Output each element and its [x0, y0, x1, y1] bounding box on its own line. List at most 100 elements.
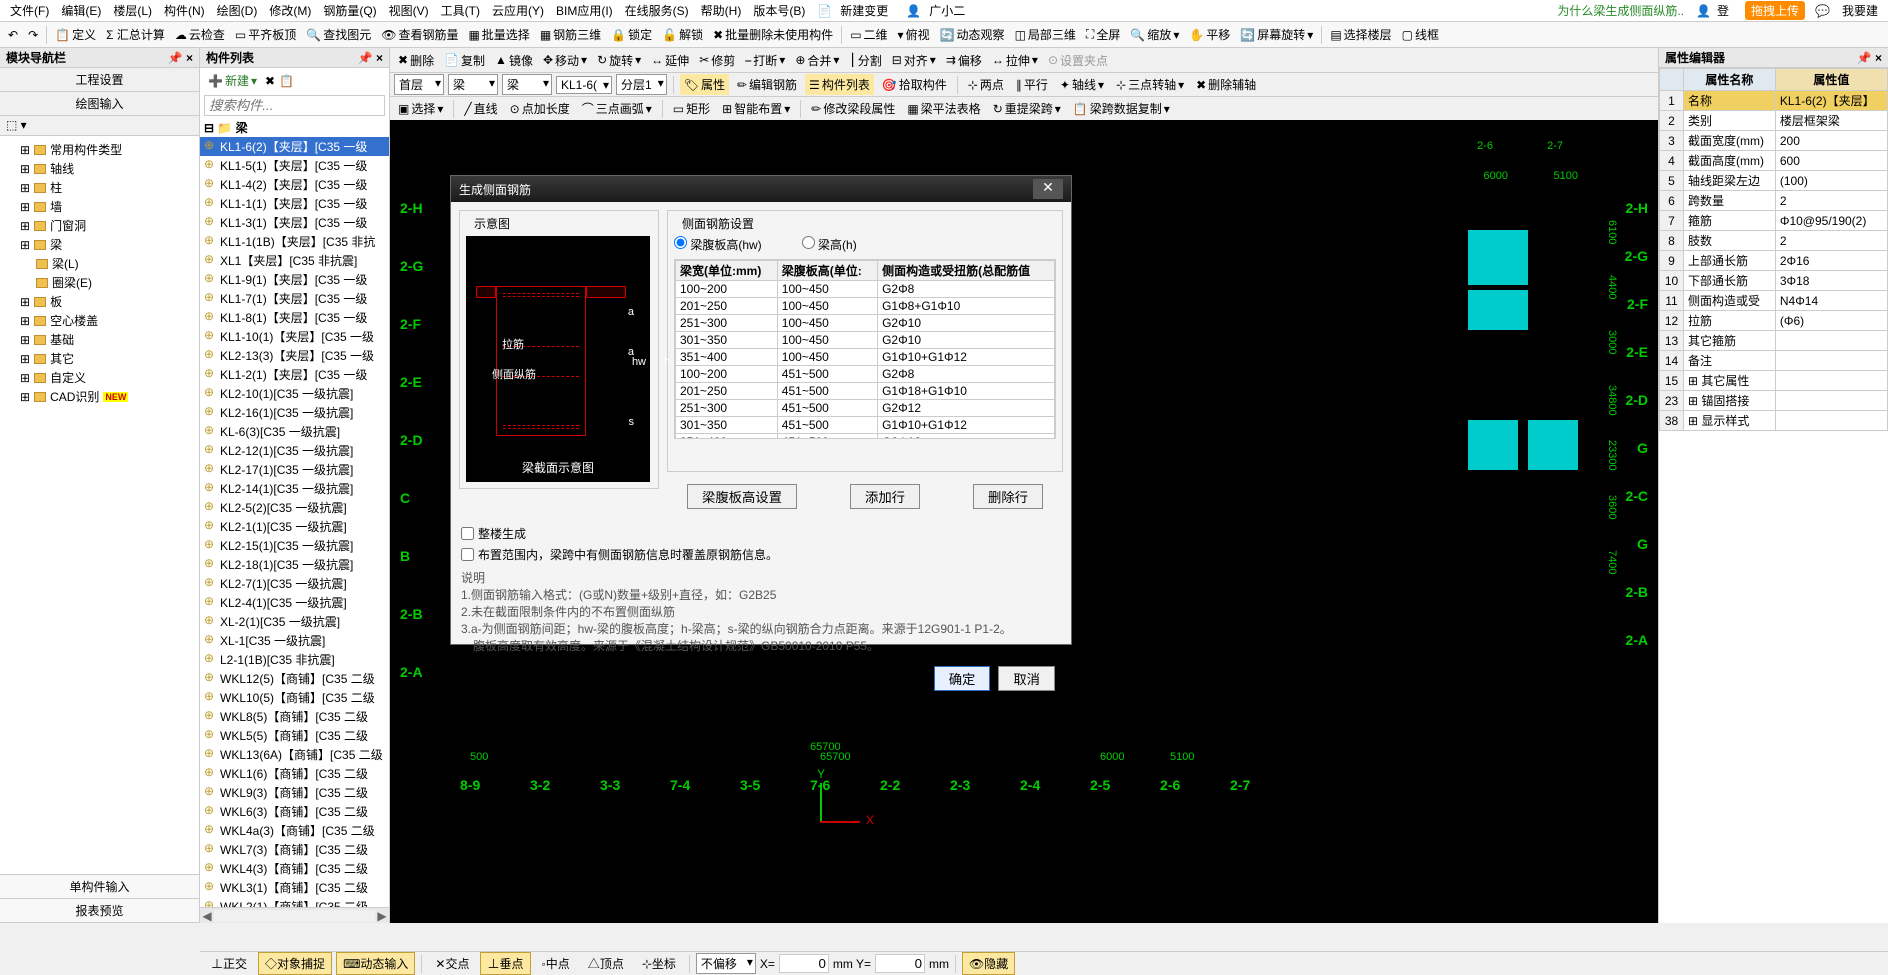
login-btn[interactable]: 👤登: [1690, 2, 1741, 19]
menu-bim[interactable]: BIM应用(I): [550, 2, 619, 19]
beam-item[interactable]: XL1【夹层】[C35 非抗震]: [200, 251, 389, 270]
beam-item[interactable]: KL1-9(1)【夹层】[C35 一级: [200, 270, 389, 289]
menu-rebar[interactable]: 钢筋量(Q): [317, 2, 382, 19]
nav-tab-draw[interactable]: 绘图输入: [0, 92, 199, 116]
prop-row[interactable]: 7箍筋Φ10@95/190(2): [1660, 211, 1888, 231]
beam-item[interactable]: XL-2(1)[C35 一级抗震]: [200, 612, 389, 631]
table-row[interactable]: 100~200100~450G2Φ8: [676, 281, 1055, 298]
dd-sub[interactable]: 梁: [502, 74, 552, 95]
beam-item[interactable]: KL1-5(1)【夹层】[C35 一级: [200, 156, 389, 175]
chk-overwrite[interactable]: [461, 548, 474, 561]
beam-item[interactable]: KL1-2(1)【夹层】[C35 一级: [200, 365, 389, 384]
tb-2d[interactable]: ▭二维: [846, 24, 891, 45]
beam-item[interactable]: L2-1(1B)[C35 非抗震]: [200, 650, 389, 669]
prop-row[interactable]: 8肢数2: [1660, 231, 1888, 251]
ct-delaux[interactable]: ✖删除辅轴: [1192, 74, 1260, 95]
tree-node[interactable]: ⊞ 板: [4, 292, 195, 311]
tb-topview[interactable]: ▾俯视: [894, 24, 934, 45]
web-height-btn[interactable]: 梁腹板高设置: [687, 484, 797, 509]
tb-batchsel[interactable]: ▦批量选择: [464, 24, 533, 45]
nav-tab-project[interactable]: 工程设置: [0, 68, 199, 92]
radio-h[interactable]: 梁高(h): [802, 236, 857, 253]
edit-extend[interactable]: ↔延伸: [647, 50, 693, 71]
menu-help[interactable]: 帮助(H): [695, 2, 748, 19]
cancel-button[interactable]: 取消: [998, 666, 1055, 691]
sb-hide[interactable]: 👁隐藏: [962, 952, 1015, 975]
prop-row[interactable]: 5轴线距梁左边(100): [1660, 171, 1888, 191]
beam-item[interactable]: WKL12(5)【商铺】[C35 二级: [200, 669, 389, 688]
beam-item[interactable]: WKL8(5)【商铺】[C35 二级: [200, 707, 389, 726]
sb-x-input[interactable]: [779, 954, 829, 973]
beam-item[interactable]: KL2-16(1)[C35 一级抗震]: [200, 403, 389, 422]
feedback-icon[interactable]: 💬: [1809, 4, 1836, 18]
upload-btn[interactable]: 拖拽上传: [1745, 1, 1805, 20]
tree-node[interactable]: 梁(L): [4, 254, 195, 273]
sb-coord[interactable]: ⊹坐标: [635, 952, 683, 975]
beam-item[interactable]: WKL4a(3)【商铺】[C35 二级: [200, 821, 389, 840]
dialog-titlebar[interactable]: 生成侧面钢筋 ✕: [451, 176, 1071, 202]
table-row[interactable]: 351~400451~500G2Φ12: [676, 434, 1055, 440]
beam-item[interactable]: KL2-17(1)[C35 一级抗震]: [200, 460, 389, 479]
menu-modify[interactable]: 修改(M): [263, 2, 317, 19]
sb-cross[interactable]: ✕交点: [428, 952, 476, 975]
beam-item[interactable]: WKL9(3)【商铺】[C35 二级: [200, 783, 389, 802]
menu-cloud[interactable]: 云应用(Y): [486, 2, 550, 19]
tb-cloudcheck[interactable]: ☁云检查: [171, 24, 229, 45]
beam-item[interactable]: KL2-18(1)[C35 一级抗震]: [200, 555, 389, 574]
table-row[interactable]: 100~200451~500G2Φ8: [676, 366, 1055, 383]
dt-editattr[interactable]: ✏修改梁段属性: [807, 98, 899, 119]
prop-row[interactable]: 38⊞ 显示样式: [1660, 411, 1888, 431]
tb-viewrebar[interactable]: 👁查看钢筋量: [377, 24, 462, 45]
edit-align[interactable]: ⊟对齐▾: [888, 50, 940, 71]
menu-floor[interactable]: 楼层(L): [107, 2, 158, 19]
beam-item[interactable]: WKL4(3)【商铺】[C35 二级: [200, 859, 389, 878]
tb-zoom[interactable]: 🔍缩放▾: [1126, 24, 1183, 45]
ct-axis[interactable]: ✦轴线▾: [1056, 74, 1108, 95]
dialog-close-btn[interactable]: ✕: [1033, 179, 1063, 199]
chk-whole[interactable]: [461, 527, 474, 540]
tb-sum[interactable]: Σ 汇总计算: [102, 24, 169, 45]
beam-item[interactable]: KL2-10(1)[C35 一级抗震]: [200, 384, 389, 403]
tab-report[interactable]: 报表预览: [0, 899, 199, 923]
ct-complist[interactable]: ☰构件列表: [805, 74, 874, 95]
rebar-table[interactable]: 梁宽(单位:mm)梁腹板高(单位:侧面构造或受扭筋(总配筋值 100~20010…: [675, 260, 1055, 439]
edit-trim[interactable]: ✂修剪: [695, 50, 739, 71]
tree-node[interactable]: ⊞ 自定义: [4, 368, 195, 387]
beam-item[interactable]: KL2-5(2)[C35 一级抗震]: [200, 498, 389, 517]
edit-break[interactable]: ⎯打断▾: [741, 50, 789, 71]
beam-item[interactable]: WKL5(5)【商铺】[C35 二级: [200, 726, 389, 745]
beam-item[interactable]: KL2-1(1)[C35 一级抗震]: [200, 517, 389, 536]
tb-rebar3d[interactable]: ▦钢筋三维: [536, 24, 605, 45]
menu-component[interactable]: 构件(N): [158, 2, 211, 19]
tb-local3d[interactable]: ◫局部三维: [1011, 24, 1080, 45]
hscroll[interactable]: ◀▶: [200, 907, 389, 923]
edit-offset[interactable]: ⇉偏移: [942, 50, 986, 71]
tb-pan[interactable]: ✋平移: [1185, 24, 1234, 45]
edit-mirror[interactable]: ▲镜像: [491, 50, 537, 71]
beam-item[interactable]: KL2-15(1)[C35 一级抗震]: [200, 536, 389, 555]
sb-snap[interactable]: ◇对象捕捉: [258, 952, 332, 975]
tree-node[interactable]: ⊞ 柱: [4, 178, 195, 197]
add-row-btn[interactable]: 添加行: [850, 484, 920, 509]
dt-redospan[interactable]: ↻重提梁跨▾: [989, 98, 1065, 119]
tree-node[interactable]: ⊞ 轴线: [4, 159, 195, 178]
sb-ortho[interactable]: ⊥正交: [204, 952, 254, 975]
table-row[interactable]: 301~350451~500G1Φ10+G1Φ12: [676, 417, 1055, 434]
beam-item[interactable]: KL2-13(3)【夹层】[C35 一级: [200, 346, 389, 365]
new-component-btn[interactable]: ➕新建▾: [204, 70, 261, 91]
beam-item[interactable]: WKL3(1)【商铺】[C35 二级: [200, 878, 389, 897]
beam-item[interactable]: KL1-6(2)【夹层】[C35 一级: [200, 137, 389, 156]
search-input[interactable]: [204, 95, 385, 116]
beam-item[interactable]: KL-6(3)[C35 一级抗震]: [200, 422, 389, 441]
dt-arc[interactable]: ⌒三点画弧▾: [578, 98, 656, 119]
radio-hw[interactable]: 梁腹板高(hw): [674, 236, 762, 253]
beam-item[interactable]: KL1-10(1)【夹层】[C35 一级: [200, 327, 389, 346]
tb-screenrot[interactable]: 🔄屏幕旋转▾: [1236, 24, 1317, 45]
tip-link[interactable]: 为什么梁生成侧面纵筋..: [1551, 2, 1690, 19]
tree-node[interactable]: ⊞ 其它: [4, 349, 195, 368]
tb-fullscreen[interactable]: ⛶全屏: [1082, 24, 1124, 45]
ok-button[interactable]: 确定: [934, 666, 991, 691]
beam-item[interactable]: KL1-1(1)【夹层】[C35 一级: [200, 194, 389, 213]
tab-single-input[interactable]: 单构件输入: [0, 875, 199, 899]
prop-row[interactable]: 3截面宽度(mm)200: [1660, 131, 1888, 151]
